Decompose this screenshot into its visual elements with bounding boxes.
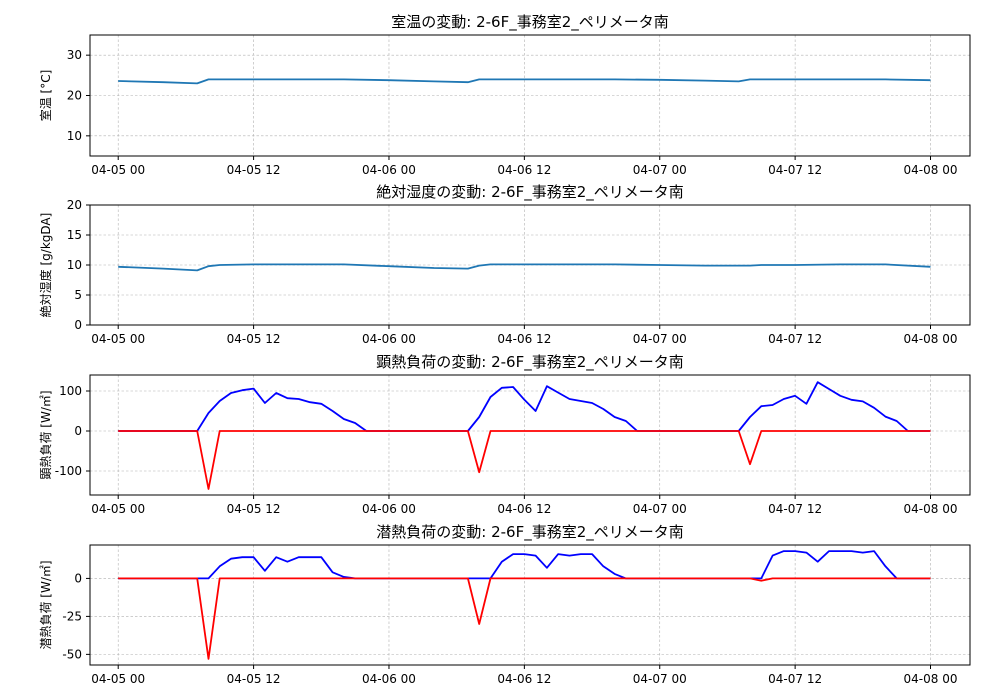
chart-title: 室温の変動: 2-6F_事務室2_ペリメータ南 [391, 13, 669, 32]
x-tick-label: 04-07 00 [633, 672, 687, 686]
y-tick-label: -100 [55, 464, 82, 478]
x-tick-label: 04-08 00 [904, 502, 958, 516]
x-tick-label: 04-06 00 [362, 163, 416, 177]
x-tick-label: 04-06 00 [362, 502, 416, 516]
x-tick-label: 04-06 12 [497, 163, 551, 177]
x-tick-label: 04-07 00 [633, 332, 687, 346]
series-line-2 [118, 577, 931, 660]
series-line-1 [118, 78, 931, 85]
y-tick-label: 0 [74, 571, 82, 585]
chart-panel-2: 04-05 00 04-05 12 04-06 00 04-06 12 04-07 00… [38, 183, 971, 346]
y-tick-label: 100 [59, 384, 82, 398]
x-tick-label: 04-05 00 [91, 502, 145, 516]
y-tick-label: 20 [67, 198, 82, 212]
chart-panel-1: 04-05 00 04-05 12 04-06 00 04-06 12 04-07 00… [38, 13, 971, 177]
chart-title: 顕熱負荷の変動: 2-6F_事務室2_ペリメータ南 [376, 353, 684, 372]
plot-area [89, 204, 971, 326]
x-tick-label: 04-05 00 [91, 332, 145, 346]
chart-title: 絶対湿度の変動: 2-6F_事務室2_ペリメータ南 [376, 183, 684, 202]
x-tick-label: 04-05 12 [227, 672, 281, 686]
chart-panel-4: 04-05 00 04-05 12 04-06 00 04-06 12 04-07 00… [39, 523, 971, 686]
x-tick-label: 04-07 00 [633, 502, 687, 516]
x-tick-label: 04-05 00 [91, 163, 145, 177]
x-tick-label: 04-05 00 [91, 672, 145, 686]
series-line-1 [118, 263, 931, 272]
x-tick-label: 04-06 12 [497, 332, 551, 346]
x-tick-label: 04-05 12 [227, 163, 281, 177]
x-tick-label: 04-07 12 [768, 332, 822, 346]
x-tick-label: 04-06 12 [497, 502, 551, 516]
series-line-1 [118, 550, 931, 580]
x-tick-label: 04-08 00 [904, 163, 958, 177]
y-axis-label: 絶対湿度 [g/kgDA] [38, 213, 53, 318]
y-tick-label: 0 [74, 318, 82, 332]
y-tick-label: 10 [67, 258, 82, 272]
x-tick-label: 04-06 12 [497, 672, 551, 686]
x-tick-label: 04-08 00 [904, 672, 958, 686]
plot-area [89, 34, 971, 157]
chart-panel-3: 04-05 00 04-05 12 04-06 00 04-06 12 04-07 00… [39, 353, 971, 516]
y-tick-label: 15 [67, 228, 82, 242]
plot-area [89, 544, 971, 666]
series-line-1 [118, 381, 931, 432]
y-axis-label: 顕熱負荷 [W/㎡] [39, 390, 53, 479]
x-tick-label: 04-07 00 [633, 163, 687, 177]
y-tick-label: 0 [74, 424, 82, 438]
x-tick-label: 04-07 12 [768, 502, 822, 516]
y-tick-label: 20 [67, 89, 82, 103]
x-tick-label: 04-07 12 [768, 672, 822, 686]
x-tick-label: 04-05 12 [227, 502, 281, 516]
y-axis-label: 室温 [°C] [38, 70, 53, 122]
y-tick-label: -50 [62, 647, 82, 661]
x-tick-label: 04-06 00 [362, 332, 416, 346]
y-tick-label: 30 [67, 48, 82, 62]
y-axis-label: 潜熱負荷 [W/㎡] [39, 560, 53, 649]
y-tick-label: 10 [67, 129, 82, 143]
y-tick-label: 5 [74, 288, 82, 302]
plot-area [89, 374, 971, 496]
x-tick-label: 04-06 00 [362, 672, 416, 686]
x-tick-label: 04-07 12 [768, 163, 822, 177]
series-line-2 [118, 430, 931, 490]
x-tick-label: 04-08 00 [904, 332, 958, 346]
chart-title: 潜熱負荷の変動: 2-6F_事務室2_ペリメータ南 [376, 523, 684, 542]
y-tick-label: -25 [62, 609, 82, 623]
x-tick-label: 04-05 12 [227, 332, 281, 346]
